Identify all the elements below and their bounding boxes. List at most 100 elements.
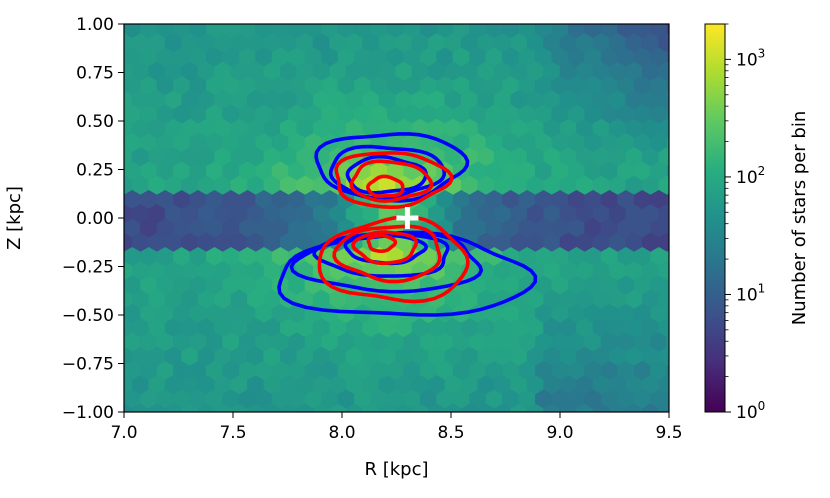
x-tick-label: 7.5 (219, 423, 246, 443)
contour-line (289, 231, 484, 294)
hexbin-cell (99, 233, 116, 252)
hexbin-cell (543, 403, 561, 412)
hexbin-cell (247, 403, 265, 412)
hexbin-cell (551, 24, 553, 25)
hexbin-cell (99, 376, 116, 395)
hexbin-cell (386, 24, 388, 25)
hexbin-cell (279, 403, 298, 412)
hexbin-cell (675, 319, 692, 338)
hexbin-cell (675, 233, 692, 252)
colorbar-tick-label: 101 (736, 281, 765, 305)
hexbin-cell (312, 403, 331, 412)
hexbin-cell (296, 403, 314, 412)
y-tick-label: −0.50 (62, 306, 114, 326)
hexbin-cell (600, 24, 602, 25)
hexbin-cell (148, 403, 166, 412)
hexbin-cell (576, 403, 594, 412)
y-tick-label: −1.00 (62, 403, 114, 423)
hexbin-cell (99, 91, 116, 110)
y-tick-label: 0.50 (76, 112, 114, 132)
contour-line (332, 224, 442, 284)
contour-line (349, 159, 434, 203)
hexbin-cell (197, 403, 215, 412)
hexbin-cell (124, 194, 125, 205)
hexbin-cell (675, 290, 692, 309)
hexbin-cell (510, 403, 528, 412)
hexbin-cell (271, 24, 273, 25)
colorbar-tick-label: 103 (736, 46, 765, 70)
hexbin-cell (460, 403, 479, 412)
hexbin-cell (263, 403, 281, 412)
hexbin-cell (353, 24, 356, 25)
hexbin-cell (124, 403, 133, 412)
hexbin-cell (526, 403, 544, 412)
hexbin-cell (658, 403, 669, 412)
hexbin-cell (139, 24, 142, 25)
colorbar-tick-label: 100 (736, 399, 765, 423)
x-tick-label: 9.0 (546, 423, 573, 443)
hexbin-cell (584, 24, 586, 25)
hexbin-cell (164, 403, 182, 412)
hexbin-cell (675, 176, 692, 195)
hexbin-cell (501, 24, 504, 25)
y-tick-label: −0.75 (62, 355, 114, 375)
hexbin-cell (378, 403, 396, 412)
hexbin-cells (99, 5, 692, 412)
y-tick-label: 1.00 (76, 15, 114, 35)
hexbin-cell (675, 119, 692, 138)
hexbin-cell (675, 148, 692, 167)
hexbin-cell (222, 24, 224, 25)
x-axis-label: R [kpc] (364, 459, 428, 480)
hexbin-cell (675, 262, 692, 281)
colorbar-ticks: 100 101 102 103 (725, 23, 765, 423)
hexbin-cell (156, 24, 158, 25)
hexbin-cell (485, 24, 487, 25)
contour-line (351, 230, 419, 266)
hexbin-cell (181, 403, 199, 412)
sun-marker (396, 207, 419, 229)
hexbin-cell (477, 403, 495, 412)
hexbin-cell (468, 24, 471, 25)
x-tick-label: 8.0 (328, 423, 355, 443)
hexbin-cell (329, 403, 347, 412)
hexbin-cell (411, 403, 429, 412)
hexbin-cell (675, 376, 692, 395)
hexbin-cell (609, 403, 627, 412)
hexbin-cell (124, 280, 125, 291)
hexbin-cell (254, 24, 257, 25)
contour-line (366, 174, 405, 198)
contour-line (328, 144, 446, 201)
hexbin-cell (666, 24, 668, 25)
hexbin-cell (304, 24, 306, 25)
x-tick-label: 9.5 (655, 423, 682, 443)
hexbin-cell (428, 403, 446, 412)
hexbin-cell (419, 24, 421, 25)
contour-line (343, 233, 429, 266)
x-tick-label: 8.5 (437, 423, 464, 443)
hexbin-cell (238, 24, 240, 25)
contour-line (366, 233, 398, 253)
hexbin-cell (675, 91, 692, 110)
y-tick-label: 0.25 (76, 161, 114, 181)
hexbin-cell (493, 403, 512, 412)
hexbin-cell (287, 24, 290, 25)
hexbin-cell (649, 24, 652, 25)
hexbin-cell (616, 24, 619, 25)
hexbin-cell (675, 347, 692, 366)
hexbin-cell (633, 24, 635, 25)
colorbar-tick-label: 102 (736, 164, 765, 188)
hexbin-cell (675, 5, 692, 24)
contour-line (345, 154, 428, 195)
hexbin-cell (124, 137, 125, 148)
y-tick-label: −0.25 (62, 258, 114, 278)
hexbin-cell (444, 403, 462, 412)
y-tick-label: 0.00 (76, 209, 114, 229)
hexbin-cell (534, 24, 537, 25)
hexbin-cell (205, 24, 207, 25)
hexbin-cell (362, 403, 380, 412)
hexbin-cell (345, 403, 363, 412)
hexbin-cell (172, 24, 175, 25)
hexbin-cell (641, 403, 660, 412)
hexbin-cell (625, 403, 643, 412)
